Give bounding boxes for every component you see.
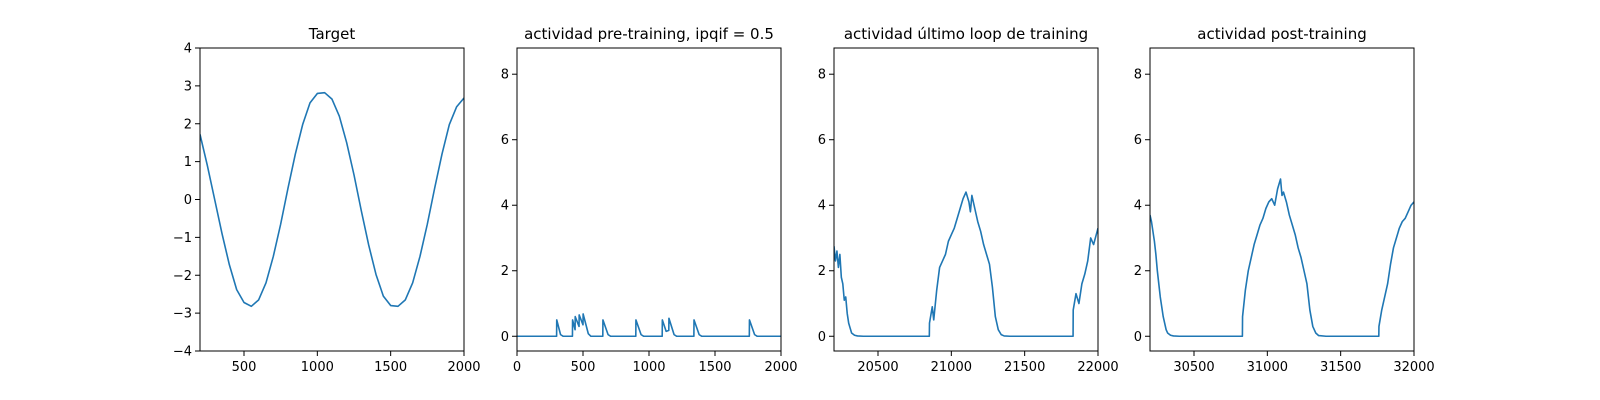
chart-panel-1: 500 1000 1500 2000 −4 −3 −2 −1 0 1 2 3 4 Target	[173, 25, 481, 375]
y-tick-label: 8	[818, 68, 826, 83]
plot-frame	[516, 47, 782, 352]
chart-panel-4: 30500 31000 31500 32000 0 2 4 6 8 actividad post-…	[1134, 25, 1435, 375]
x-tick-label: 32000	[1393, 360, 1434, 375]
plot-frame	[833, 47, 1099, 352]
plot-frame	[199, 47, 465, 352]
y-tick-label: 2	[818, 264, 826, 279]
chart-title: actividad post-training	[1197, 25, 1366, 43]
y-tick-label: 0	[501, 330, 509, 345]
chart-title: actividad último loop de training	[844, 25, 1088, 43]
series-line	[834, 191, 1098, 338]
y-tick-label: 0	[184, 193, 192, 208]
series-line	[1150, 178, 1414, 338]
chart-title: Target	[308, 25, 356, 43]
x-tick-label: 21500	[1004, 360, 1045, 375]
x-tick-label: 31500	[1320, 360, 1361, 375]
y-tick-label: 4	[1134, 199, 1142, 214]
y-tick-label: 4	[818, 199, 826, 214]
x-tick-label: 500	[232, 360, 257, 375]
x-tick-label: 500	[571, 360, 596, 375]
y-tick-label: 1	[184, 155, 192, 170]
y-tick-label: −3	[173, 307, 192, 322]
x-tick-label: 22000	[1077, 360, 1118, 375]
y-tick-label: 8	[1134, 68, 1142, 83]
x-tick-label: 20500	[857, 360, 898, 375]
y-tick-label: 6	[501, 133, 509, 148]
x-tick-label: 2000	[764, 360, 797, 375]
chart-title: actividad pre-training, ipqif = 0.5	[524, 25, 774, 43]
series-line	[517, 313, 781, 338]
y-tick-label: 3	[184, 79, 192, 94]
x-tick-label: 1000	[632, 360, 665, 375]
chart-panel-2: 0 500 1000 1500 2000 0 2 4 6 8 actividad pre-train…	[501, 25, 798, 375]
y-tick-label: 4	[184, 42, 192, 57]
y-tick-label: 2	[1134, 264, 1142, 279]
y-tick-label: 6	[1134, 133, 1142, 148]
x-tick-label: 2000	[447, 360, 480, 375]
x-tick-label: 1500	[698, 360, 731, 375]
x-tick-label: 0	[513, 360, 521, 375]
y-tick-label: −2	[173, 269, 192, 284]
y-tick-label: 6	[818, 133, 826, 148]
chart-panel-3: 20500 21000 21500 22000 0 2 4 6 8 actividad últim…	[818, 25, 1119, 375]
x-tick-label: 1500	[374, 360, 407, 375]
plot-frame	[1149, 47, 1415, 352]
y-tick-label: 8	[501, 68, 509, 83]
series-line	[200, 91, 464, 308]
y-tick-label: 0	[1134, 330, 1142, 345]
y-tick-label: 2	[501, 264, 509, 279]
y-tick-label: −4	[173, 345, 192, 360]
x-tick-label: 31000	[1247, 360, 1288, 375]
y-tick-label: 0	[818, 330, 826, 345]
x-tick-label: 21000	[931, 360, 972, 375]
y-tick-label: 2	[184, 117, 192, 132]
x-tick-label: 30500	[1173, 360, 1214, 375]
y-tick-label: 4	[501, 199, 509, 214]
x-tick-label: 1000	[301, 360, 334, 375]
y-tick-label: −1	[173, 231, 192, 246]
